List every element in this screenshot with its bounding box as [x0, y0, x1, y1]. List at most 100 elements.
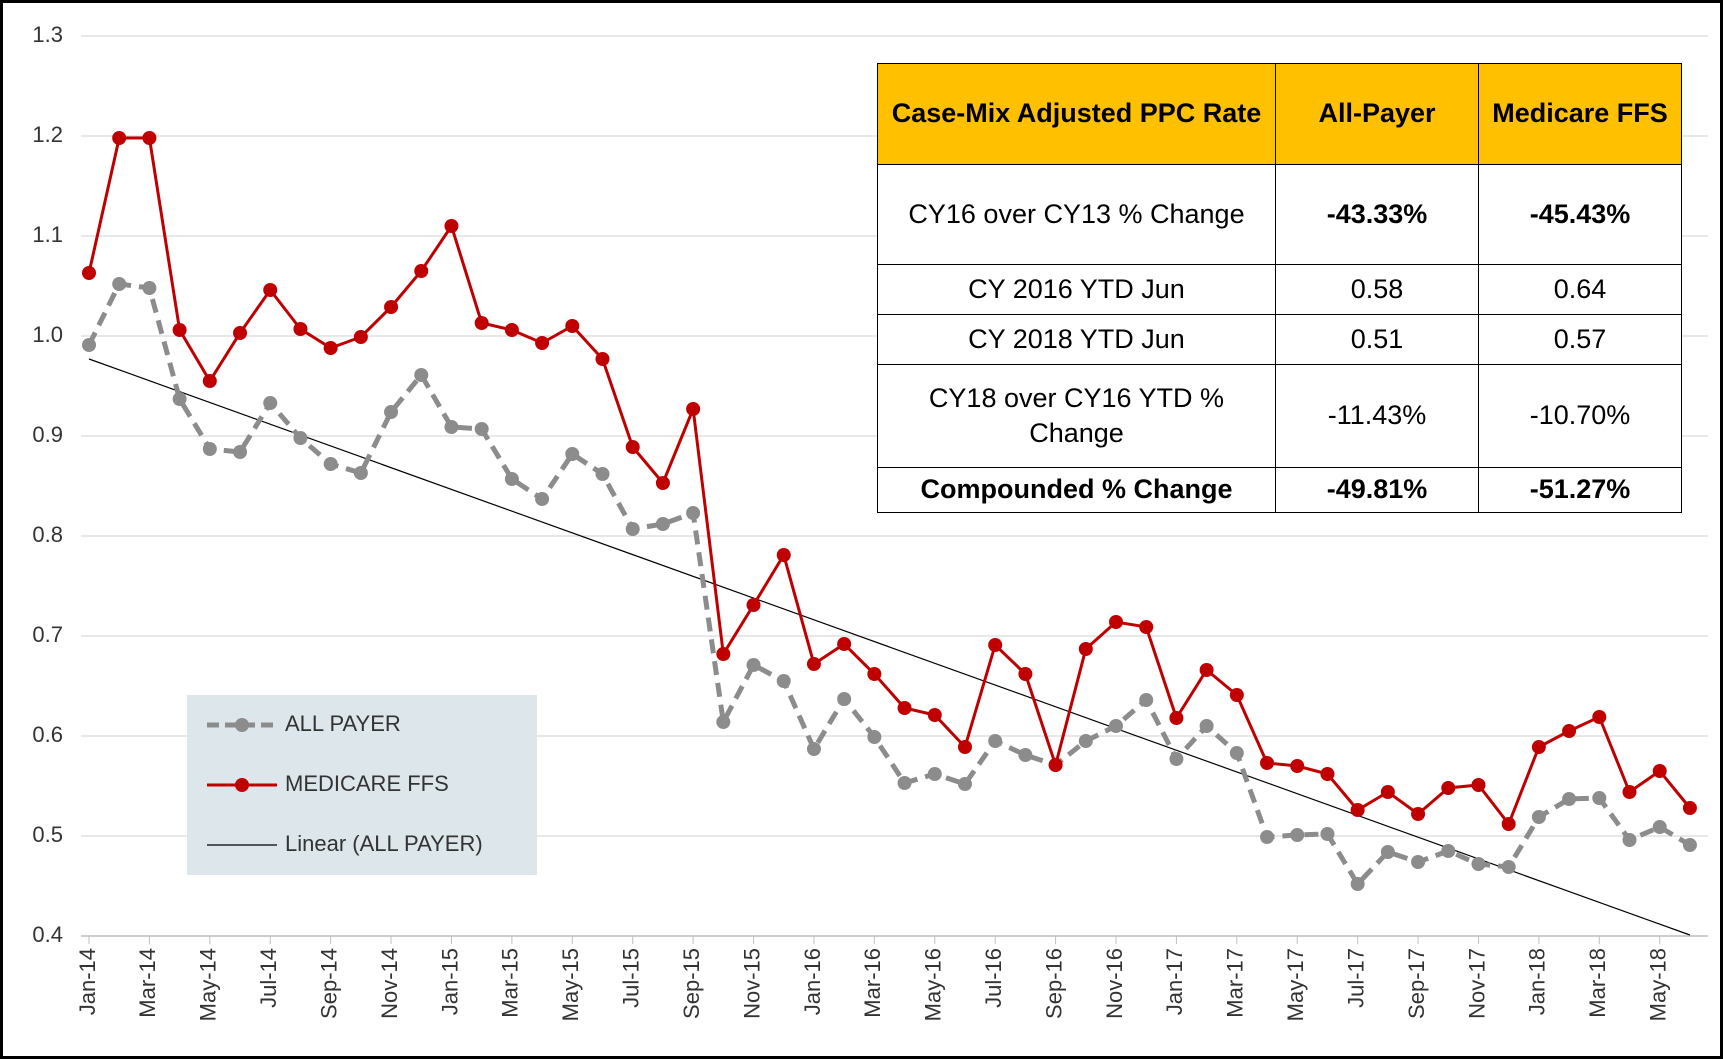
x-tick-label: Mar-16: [860, 948, 885, 1018]
trendline: [88, 358, 1691, 936]
data-point: [867, 730, 882, 744]
data-point: [927, 767, 942, 781]
x-tick-label: Jul-14: [256, 948, 281, 1008]
data-point: [1471, 778, 1486, 792]
data-point: [686, 402, 701, 416]
table-cell: -51.27%: [1478, 467, 1682, 513]
x-tick-label: Jan-18: [1525, 948, 1550, 1015]
table-row: Compounded % Change -49.81% -51.27%: [877, 467, 1682, 513]
data-point: [384, 300, 399, 314]
x-tick-label: Sep-15: [679, 948, 704, 1019]
legend-label: ALL PAYER: [285, 711, 401, 736]
data-point: [263, 283, 278, 297]
data-point: [625, 440, 640, 454]
data-point: [233, 445, 248, 459]
data-point: [1169, 711, 1184, 725]
data-point: [1682, 801, 1697, 815]
data-point: [474, 316, 489, 330]
data-point: [444, 420, 459, 434]
data-point: [353, 330, 368, 344]
data-point: [1380, 785, 1395, 799]
data-point: [1471, 857, 1486, 871]
data-point: [595, 352, 610, 366]
x-tick-label: Mar-17: [1223, 948, 1248, 1018]
data-point: [1562, 724, 1577, 738]
y-tick-label: 0.6: [32, 722, 63, 747]
data-point: [1078, 642, 1093, 656]
y-tick-label: 0.7: [32, 622, 63, 647]
data-point: [776, 674, 791, 688]
x-tick-label: May-17: [1283, 948, 1308, 1021]
data-point: [1109, 615, 1124, 629]
data-point: [1592, 710, 1607, 724]
data-point: [746, 658, 761, 672]
legend-marker: [235, 778, 249, 792]
x-tick-label: Nov-16: [1102, 948, 1127, 1019]
data-point: [1501, 817, 1516, 831]
legend-marker: [235, 718, 249, 732]
x-tick-label: May-14: [196, 948, 221, 1021]
data-point: [172, 323, 187, 337]
data-point: [716, 715, 731, 729]
table-header-cell: Medicare FFS: [1478, 63, 1682, 165]
data-point: [655, 517, 670, 531]
data-point: [1592, 791, 1607, 805]
data-point: [504, 472, 519, 486]
data-point: [1199, 663, 1214, 677]
data-point: [1562, 792, 1577, 806]
table-cell: -10.70%: [1478, 364, 1682, 468]
data-point: [112, 131, 127, 145]
data-point: [202, 374, 217, 388]
data-point: [1501, 860, 1516, 874]
data-point: [1018, 667, 1033, 681]
data-point: [1380, 845, 1395, 859]
data-point: [1048, 758, 1063, 772]
x-tick-label: Sep-17: [1404, 948, 1429, 1019]
legend-label: Linear (ALL PAYER): [285, 831, 483, 856]
legend-label: MEDICARE FFS: [285, 771, 449, 796]
x-tick-label: May-15: [558, 948, 583, 1021]
x-tick-label: Jan-16: [800, 948, 825, 1015]
chart: 0.4 0.5 0.6 0.7 0.8 0.9 1.0 1.1 1.2 1.3 Jan-14 Mar-…: [32, 22, 1708, 1021]
data-point: [1229, 688, 1244, 702]
data-point: [1411, 855, 1426, 869]
table-cell: CY 2016 YTD Jun: [877, 264, 1276, 315]
x-tick-label: Jan-14: [75, 948, 100, 1015]
table-row: CY18 over CY16 YTD % Change -11.43% -10.70…: [877, 364, 1682, 468]
data-point: [202, 442, 217, 456]
data-point: [384, 405, 399, 419]
data-point: [263, 396, 278, 410]
data-point: [535, 492, 550, 506]
data-point: [1229, 746, 1244, 760]
data-point: [897, 776, 912, 790]
data-point: [1531, 810, 1546, 824]
table-cell: CY 2018 YTD Jun: [877, 314, 1276, 365]
data-point: [82, 266, 96, 280]
y-tick-label: 1.2: [32, 122, 63, 147]
data-point: [806, 657, 821, 671]
table-header-row: Case-Mix Adjusted PPC Rate All-Payer Medic…: [877, 63, 1682, 165]
data-point: [1622, 833, 1637, 847]
data-point: [1290, 759, 1305, 773]
x-tick-label: Nov-15: [739, 948, 764, 1019]
data-point: [323, 341, 338, 355]
data-point: [1350, 803, 1365, 817]
data-point: [1320, 767, 1335, 781]
data-point: [686, 506, 701, 520]
data-point: [776, 548, 791, 562]
table-cell: 0.64: [1478, 264, 1682, 315]
table-row: CY 2018 YTD Jun 0.51 0.57: [877, 314, 1682, 365]
data-point: [414, 368, 429, 382]
x-tick-label: Nov-17: [1464, 948, 1489, 1019]
data-point: [1139, 620, 1154, 634]
y-tick-label: 1.0: [32, 322, 63, 347]
table-header-cell: Case-Mix Adjusted PPC Rate: [877, 63, 1276, 165]
data-point: [806, 742, 821, 756]
x-tick-label: Jul-15: [619, 948, 644, 1008]
data-point: [837, 692, 852, 706]
table-cell: CY18 over CY16 YTD % Change: [877, 364, 1276, 468]
y-tick-label: 0.9: [32, 422, 63, 447]
x-tick-label: Nov-14: [377, 948, 402, 1019]
table-cell: -49.81%: [1275, 467, 1479, 513]
